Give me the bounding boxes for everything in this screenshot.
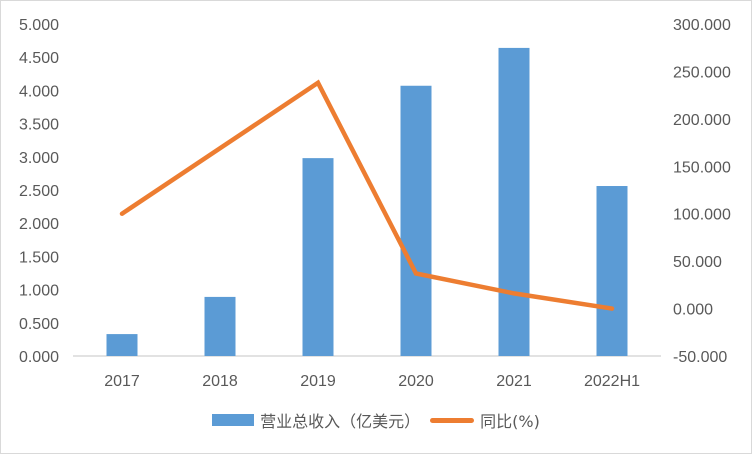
bar-swatch-icon: [212, 414, 255, 426]
legend-label-revenue: 营业总收入（亿美元）: [260, 412, 421, 431]
right-axis-tick: 0.000: [673, 302, 713, 319]
right-axis-tick: -50.000: [673, 349, 727, 366]
x-axis-label: 2017: [104, 373, 140, 390]
bar-2018: [204, 296, 236, 356]
x-axis-label: 2020: [398, 373, 434, 390]
combo-chart: 0.000 0.500 1.000 1.500 2.000 2.500 3.000 3.500…: [19, 17, 731, 390]
right-axis-tick: 250.000: [673, 64, 731, 81]
right-axis-tick: 50.000: [673, 254, 722, 271]
bar-2022H1: [596, 186, 628, 356]
line-swatch-icon: [430, 417, 475, 423]
right-axis-tick: 100.000: [673, 207, 731, 224]
right-axis-tick: 200.000: [673, 112, 731, 129]
bar-2019: [302, 158, 334, 356]
left-axis-tick: 4.500: [19, 50, 59, 67]
left-axis-tick: 2.500: [19, 183, 59, 200]
left-axis-tick: 1.000: [19, 283, 59, 300]
x-axis-label: 2021: [496, 373, 532, 390]
right-axis-tick: 300.000: [673, 17, 731, 34]
legend-item-yoy: 同比(%): [430, 408, 540, 432]
bar-2020: [400, 85, 432, 356]
x-axis-label: 2019: [300, 373, 336, 390]
yoy-line: [119, 79, 615, 311]
left-axis-tick: 0.500: [19, 316, 59, 333]
legend-label-yoy: 同比(%): [480, 412, 540, 431]
right-axis-tick: 150.000: [673, 159, 731, 176]
left-axis-tick: 0.000: [19, 349, 59, 366]
chart-legend: 营业总收入（亿美元） 同比(%): [0, 408, 752, 432]
left-axis-tick: 4.000: [19, 83, 59, 100]
x-axis-label: 2018: [202, 373, 238, 390]
legend-item-revenue: 营业总收入（亿美元）: [212, 408, 420, 432]
left-axis-tick: 2.000: [19, 216, 59, 233]
left-axis-tick: 5.000: [19, 17, 59, 34]
left-axis-tick: 1.500: [19, 249, 59, 266]
left-axis-tick: 3.000: [19, 150, 59, 167]
x-axis-label: 2022H1: [584, 373, 640, 390]
bar-2021: [498, 47, 530, 357]
bar-2017: [106, 334, 138, 356]
left-axis-tick: 3.500: [19, 117, 59, 134]
